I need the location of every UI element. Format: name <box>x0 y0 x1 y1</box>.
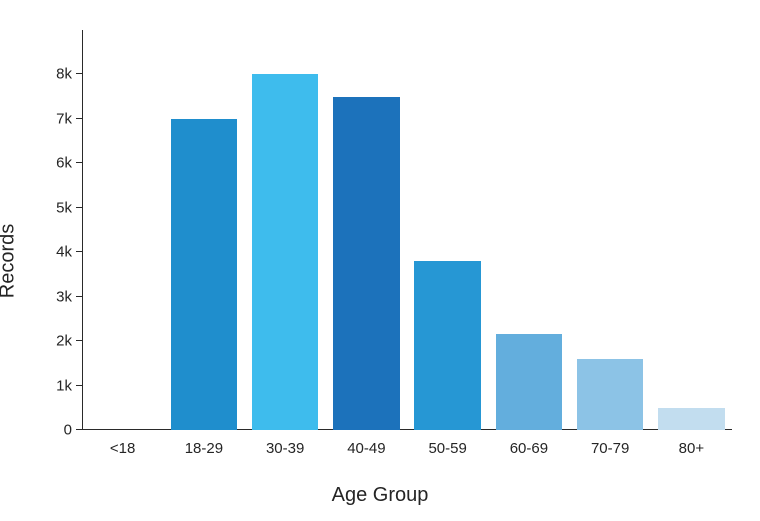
bar <box>252 74 319 430</box>
y-tick-label: 3k <box>56 288 72 305</box>
bar-slot: 30-39 <box>245 30 326 430</box>
x-tick-label: 80+ <box>679 440 704 457</box>
plot-area: 01k2k3k4k5k6k7k8k <1818-2930-3940-4950-5… <box>82 30 732 430</box>
x-axis-label: Age Group <box>332 484 429 507</box>
y-tick-label: 2k <box>56 333 72 350</box>
y-tick-label: 5k <box>56 199 72 216</box>
x-tick-label: 30-39 <box>266 440 304 457</box>
bar-slot: 40-49 <box>326 30 407 430</box>
bar <box>333 97 400 430</box>
bar-chart: Records Age Group 01k2k3k4k5k6k7k8k <181… <box>0 0 760 521</box>
y-tick-label: 7k <box>56 110 72 127</box>
x-tick-label: 70-79 <box>591 440 629 457</box>
x-tick-label: <18 <box>110 440 135 457</box>
bar <box>496 334 563 430</box>
bars-container: <1818-2930-3940-4950-5960-6970-7980+ <box>82 30 732 430</box>
bar <box>658 408 725 430</box>
bar <box>171 119 238 430</box>
bar-slot: 18-29 <box>163 30 244 430</box>
x-tick-label: 50-59 <box>428 440 466 457</box>
bar-slot: 70-79 <box>570 30 651 430</box>
y-tick-label: 8k <box>56 66 72 83</box>
y-tick-label: 4k <box>56 244 72 261</box>
bar-slot: 60-69 <box>488 30 569 430</box>
bar <box>414 261 481 430</box>
bar <box>577 359 644 430</box>
bar-slot: 80+ <box>651 30 732 430</box>
y-tick-label: 0 <box>64 422 72 439</box>
x-tick-label: 40-49 <box>347 440 385 457</box>
x-tick-label: 18-29 <box>185 440 223 457</box>
y-axis-label: Records <box>0 223 20 297</box>
y-tick-label: 6k <box>56 155 72 172</box>
x-tick-label: 60-69 <box>510 440 548 457</box>
y-tick-label: 1k <box>56 377 72 394</box>
bar-slot: <18 <box>82 30 163 430</box>
bar-slot: 50-59 <box>407 30 488 430</box>
